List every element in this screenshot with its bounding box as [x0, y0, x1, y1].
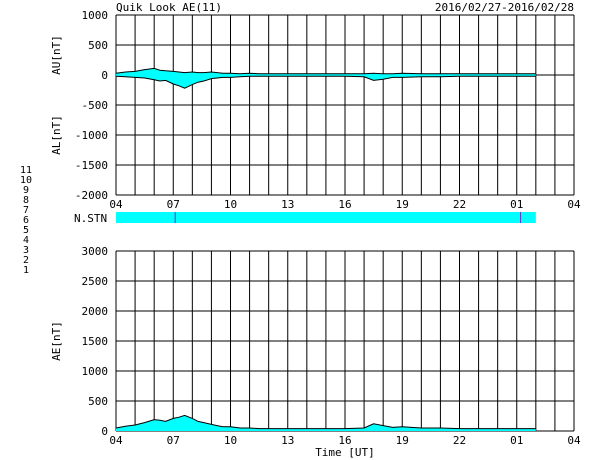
- x-tick-label: 07: [167, 198, 180, 211]
- stn-label: N.STN: [74, 212, 107, 225]
- station-count-bar: N.STN: [74, 212, 536, 225]
- legend-label-9: 9: [23, 185, 29, 196]
- y-tick-label: 2000: [82, 305, 109, 318]
- legend-label-3: 3: [23, 245, 29, 256]
- au-axis-label: AU[nT]: [50, 35, 63, 75]
- legend-label-10: 10: [20, 175, 32, 186]
- al-line: [115, 75, 536, 89]
- y-tick-label: 1000: [82, 365, 109, 378]
- legend-label-7: 7: [23, 205, 29, 216]
- y-tick-label: 500: [88, 395, 108, 408]
- y-tick-label: -2000: [75, 189, 108, 202]
- y-tick-label: 1500: [82, 335, 109, 348]
- x-tick-label: 10: [224, 434, 237, 447]
- ae-axis-label: AE[nT]: [50, 321, 63, 361]
- legend-label-11: 11: [20, 165, 32, 176]
- y-tick-label: 3000: [82, 245, 109, 258]
- x-tick-label: 04: [567, 434, 581, 447]
- x-tick-label: 19: [396, 198, 409, 211]
- y-tick-label: -500: [82, 99, 109, 112]
- x-axis-label: Time [UT]: [315, 446, 375, 459]
- x-tick-label: 19: [396, 434, 409, 447]
- legend-label-8: 8: [23, 195, 29, 206]
- x-tick-label: 22: [453, 434, 466, 447]
- legend-label-5: 5: [23, 225, 29, 236]
- y-tick-label: 1000: [82, 9, 109, 22]
- ae-area: [116, 415, 536, 431]
- x-tick-label: 16: [338, 434, 351, 447]
- x-tick-label: 04: [109, 434, 123, 447]
- stn-bar: [116, 212, 536, 223]
- x-tick-label: 07: [167, 434, 180, 447]
- legend-label-2: 2: [23, 255, 29, 266]
- x-tick-label: 16: [338, 198, 351, 211]
- legend-label-6: 6: [23, 215, 29, 226]
- chart-title: Quik Look AE(11): [116, 1, 222, 14]
- y-tick-label: -1500: [75, 159, 108, 172]
- legend-label-1: 1: [23, 265, 29, 276]
- y-tick-label: 0: [101, 425, 108, 438]
- ae-line: [115, 414, 536, 430]
- x-tick-label: 13: [281, 198, 294, 211]
- legend-label-4: 4: [23, 235, 29, 246]
- x-tick-label: 01: [510, 434, 523, 447]
- y-tick-label: 500: [88, 39, 108, 52]
- y-tick-label: 2500: [82, 275, 109, 288]
- x-tick-label: 22: [453, 198, 466, 211]
- x-tick-label: 13: [281, 434, 294, 447]
- al-axis-label: AL[nT]: [50, 115, 63, 155]
- x-tick-label: 04: [567, 198, 581, 211]
- x-tick-label: 01: [510, 198, 523, 211]
- x-tick-label: 10: [224, 198, 237, 211]
- x-tick-label: 04: [109, 198, 123, 211]
- au-line: [115, 67, 536, 75]
- date-range: 2016/02/27-2016/02/28: [435, 1, 574, 14]
- y-tick-label: -1000: [75, 129, 108, 142]
- y-tick-label: 0: [101, 69, 108, 82]
